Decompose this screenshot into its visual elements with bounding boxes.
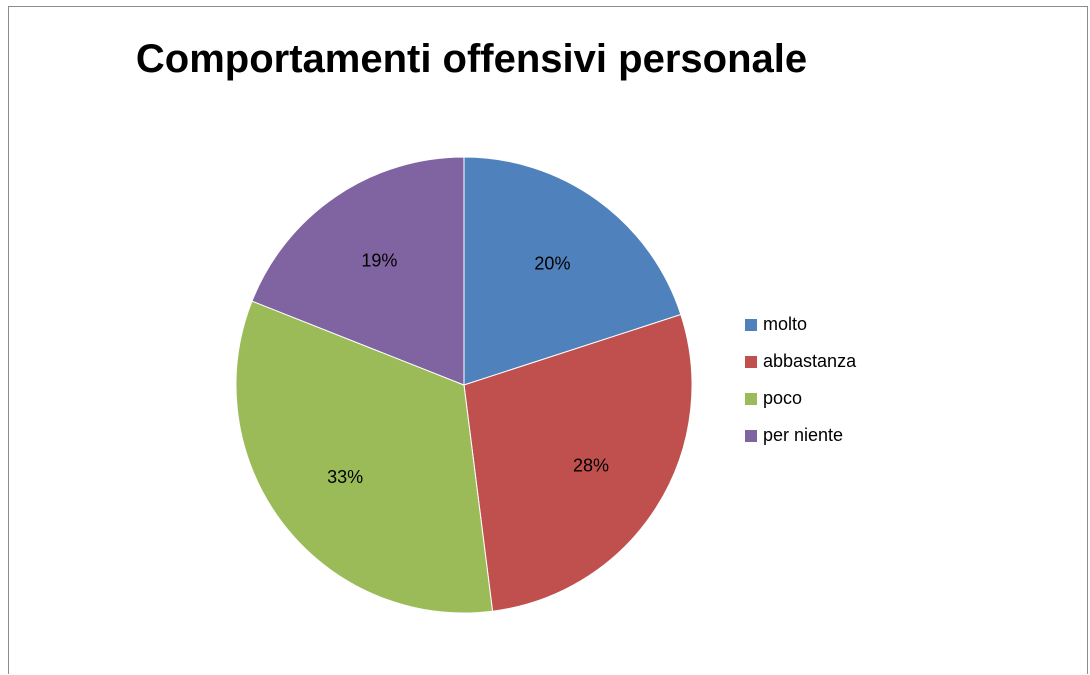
pie-slice-abbastanza	[463, 313, 693, 612]
legend-swatch-poco	[745, 392, 757, 405]
legend: molto abbastanza poco per niente	[745, 306, 1085, 454]
pie-slice-poco	[235, 300, 494, 614]
data-label-poco: 33%	[327, 467, 363, 487]
legend-label-abbastanza: abbastanza	[763, 351, 857, 371]
pie-slice-molto	[463, 156, 682, 386]
legend-label-per-niente: per niente	[763, 425, 844, 445]
legend-swatch-abbastanza	[745, 355, 757, 368]
data-label-molto: 20%	[534, 253, 570, 273]
legend-item-per-niente: per niente	[745, 417, 1085, 454]
legend-item-abbastanza: abbastanza	[745, 343, 1085, 380]
legend-item-poco: poco	[745, 380, 1085, 417]
legend-swatch-molto	[745, 318, 757, 331]
chart-title: Comportamenti offensivi personale	[135, 37, 808, 81]
data-label-abbastanza: 28%	[573, 456, 609, 476]
chart-area: Comportamenti offensivi personale 20% 28%…	[8, 6, 1088, 674]
data-label-per-niente: 19%	[361, 251, 397, 271]
pie-chart: 20% 28% 33% 19%	[235, 156, 693, 614]
legend-label-molto: molto	[763, 314, 808, 334]
legend-label-poco: poco	[763, 388, 803, 408]
legend-swatch-per-niente	[745, 429, 757, 442]
legend-item-molto: molto	[745, 306, 1085, 343]
pie-slice-per-niente	[251, 156, 465, 386]
